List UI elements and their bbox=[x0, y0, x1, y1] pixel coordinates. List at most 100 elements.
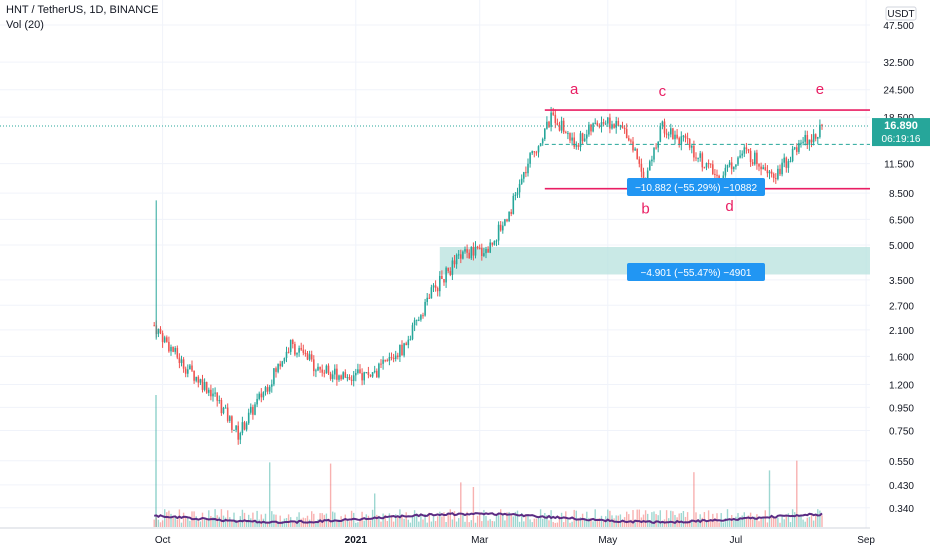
candle-body bbox=[422, 315, 424, 317]
volume-bar bbox=[437, 516, 439, 527]
volume-bar bbox=[718, 522, 720, 527]
candle-body bbox=[796, 147, 798, 152]
candle-body bbox=[474, 246, 477, 256]
volume-bar bbox=[254, 521, 256, 527]
symbol-header: HNT / TetherUS, 1D, BINANCE bbox=[6, 4, 159, 16]
candle-body bbox=[806, 135, 809, 145]
volume-bar bbox=[180, 522, 183, 527]
candle-body bbox=[730, 162, 733, 170]
candle-body bbox=[296, 352, 298, 355]
candle-body bbox=[308, 354, 311, 360]
candle-body bbox=[699, 153, 701, 158]
candle-body bbox=[250, 406, 252, 413]
volume-bar bbox=[271, 511, 273, 527]
candle-body bbox=[273, 368, 275, 385]
volume-bar bbox=[533, 518, 535, 527]
candle-body bbox=[552, 112, 554, 115]
volume-bar bbox=[770, 517, 773, 527]
volume-bar bbox=[390, 515, 393, 527]
volume-bar bbox=[329, 463, 332, 527]
volume-bar bbox=[691, 521, 693, 527]
volume-bar bbox=[724, 518, 727, 527]
volume-bar bbox=[686, 512, 689, 527]
candle-body bbox=[506, 219, 508, 222]
volume-bar bbox=[762, 516, 764, 527]
volume-bar bbox=[693, 472, 695, 527]
volume-bar bbox=[199, 521, 202, 527]
candle-body bbox=[804, 135, 806, 142]
candle-body bbox=[800, 142, 802, 144]
candle-body bbox=[376, 370, 378, 378]
candle-body bbox=[680, 136, 683, 145]
volume-bar bbox=[539, 509, 542, 527]
volume-bar bbox=[464, 521, 466, 527]
volume-bar bbox=[546, 515, 548, 527]
volume-bar bbox=[338, 519, 340, 527]
candle-body bbox=[361, 373, 363, 381]
candle-body bbox=[527, 163, 529, 174]
candle-body bbox=[514, 194, 517, 196]
volume-bar bbox=[277, 521, 279, 527]
bar-countdown: 06:19:16 bbox=[882, 134, 921, 145]
time-tick-label: Jul bbox=[730, 535, 743, 546]
candle-body bbox=[268, 386, 271, 392]
candle-body bbox=[716, 174, 718, 176]
volume-bar bbox=[443, 512, 445, 527]
candle-body bbox=[338, 375, 340, 380]
candle-body bbox=[281, 361, 284, 367]
volume-bar bbox=[506, 512, 508, 527]
candle-body bbox=[642, 171, 645, 179]
volume-bar bbox=[231, 519, 233, 527]
candle-body bbox=[489, 242, 491, 253]
candle-body bbox=[260, 393, 263, 398]
candle-body bbox=[779, 168, 781, 175]
volume-bar bbox=[554, 522, 556, 527]
candle-body bbox=[508, 211, 510, 222]
candle-body bbox=[558, 125, 561, 131]
volume-bar bbox=[470, 520, 472, 527]
candle-body bbox=[350, 379, 353, 381]
volume-bar bbox=[411, 516, 414, 527]
candle-body bbox=[380, 363, 382, 365]
currency-badge: USDT bbox=[887, 9, 914, 20]
candle-body bbox=[590, 124, 592, 132]
candle-body bbox=[418, 319, 420, 321]
volume-bar bbox=[445, 522, 447, 527]
candle-body bbox=[609, 117, 611, 129]
candle-body bbox=[628, 138, 630, 141]
candle-body bbox=[764, 167, 767, 171]
volume-bar bbox=[466, 511, 468, 527]
candle-body bbox=[447, 267, 449, 272]
volume-bar bbox=[594, 509, 596, 527]
volume-bar bbox=[531, 522, 533, 527]
candle-body bbox=[195, 376, 197, 381]
volume-bar bbox=[447, 513, 449, 527]
volume-bar bbox=[756, 514, 758, 527]
volume-bar bbox=[374, 493, 376, 527]
volume-bar bbox=[472, 487, 475, 527]
candle-body bbox=[403, 343, 405, 356]
candle-body bbox=[705, 163, 708, 168]
candle-body bbox=[178, 357, 181, 364]
volume-bar bbox=[548, 520, 550, 527]
candle-body bbox=[277, 363, 279, 372]
candle-body bbox=[373, 370, 376, 373]
volume-bar bbox=[378, 515, 380, 527]
candle-body bbox=[701, 153, 704, 168]
price-tick-label: 11.500 bbox=[884, 160, 914, 171]
volume-bar bbox=[384, 514, 386, 527]
candle-body bbox=[747, 149, 750, 151]
volume-bar bbox=[733, 520, 735, 527]
candle-body bbox=[573, 137, 575, 147]
candle-body bbox=[441, 275, 443, 279]
volume-bar bbox=[336, 521, 338, 527]
candle-body bbox=[229, 416, 231, 421]
candle-body bbox=[686, 138, 689, 140]
candle-body bbox=[327, 365, 330, 374]
candle-body bbox=[562, 120, 565, 133]
candle-body bbox=[676, 134, 678, 139]
candle-body bbox=[382, 359, 384, 364]
volume-bar bbox=[590, 518, 592, 527]
volume-bar bbox=[178, 509, 181, 527]
